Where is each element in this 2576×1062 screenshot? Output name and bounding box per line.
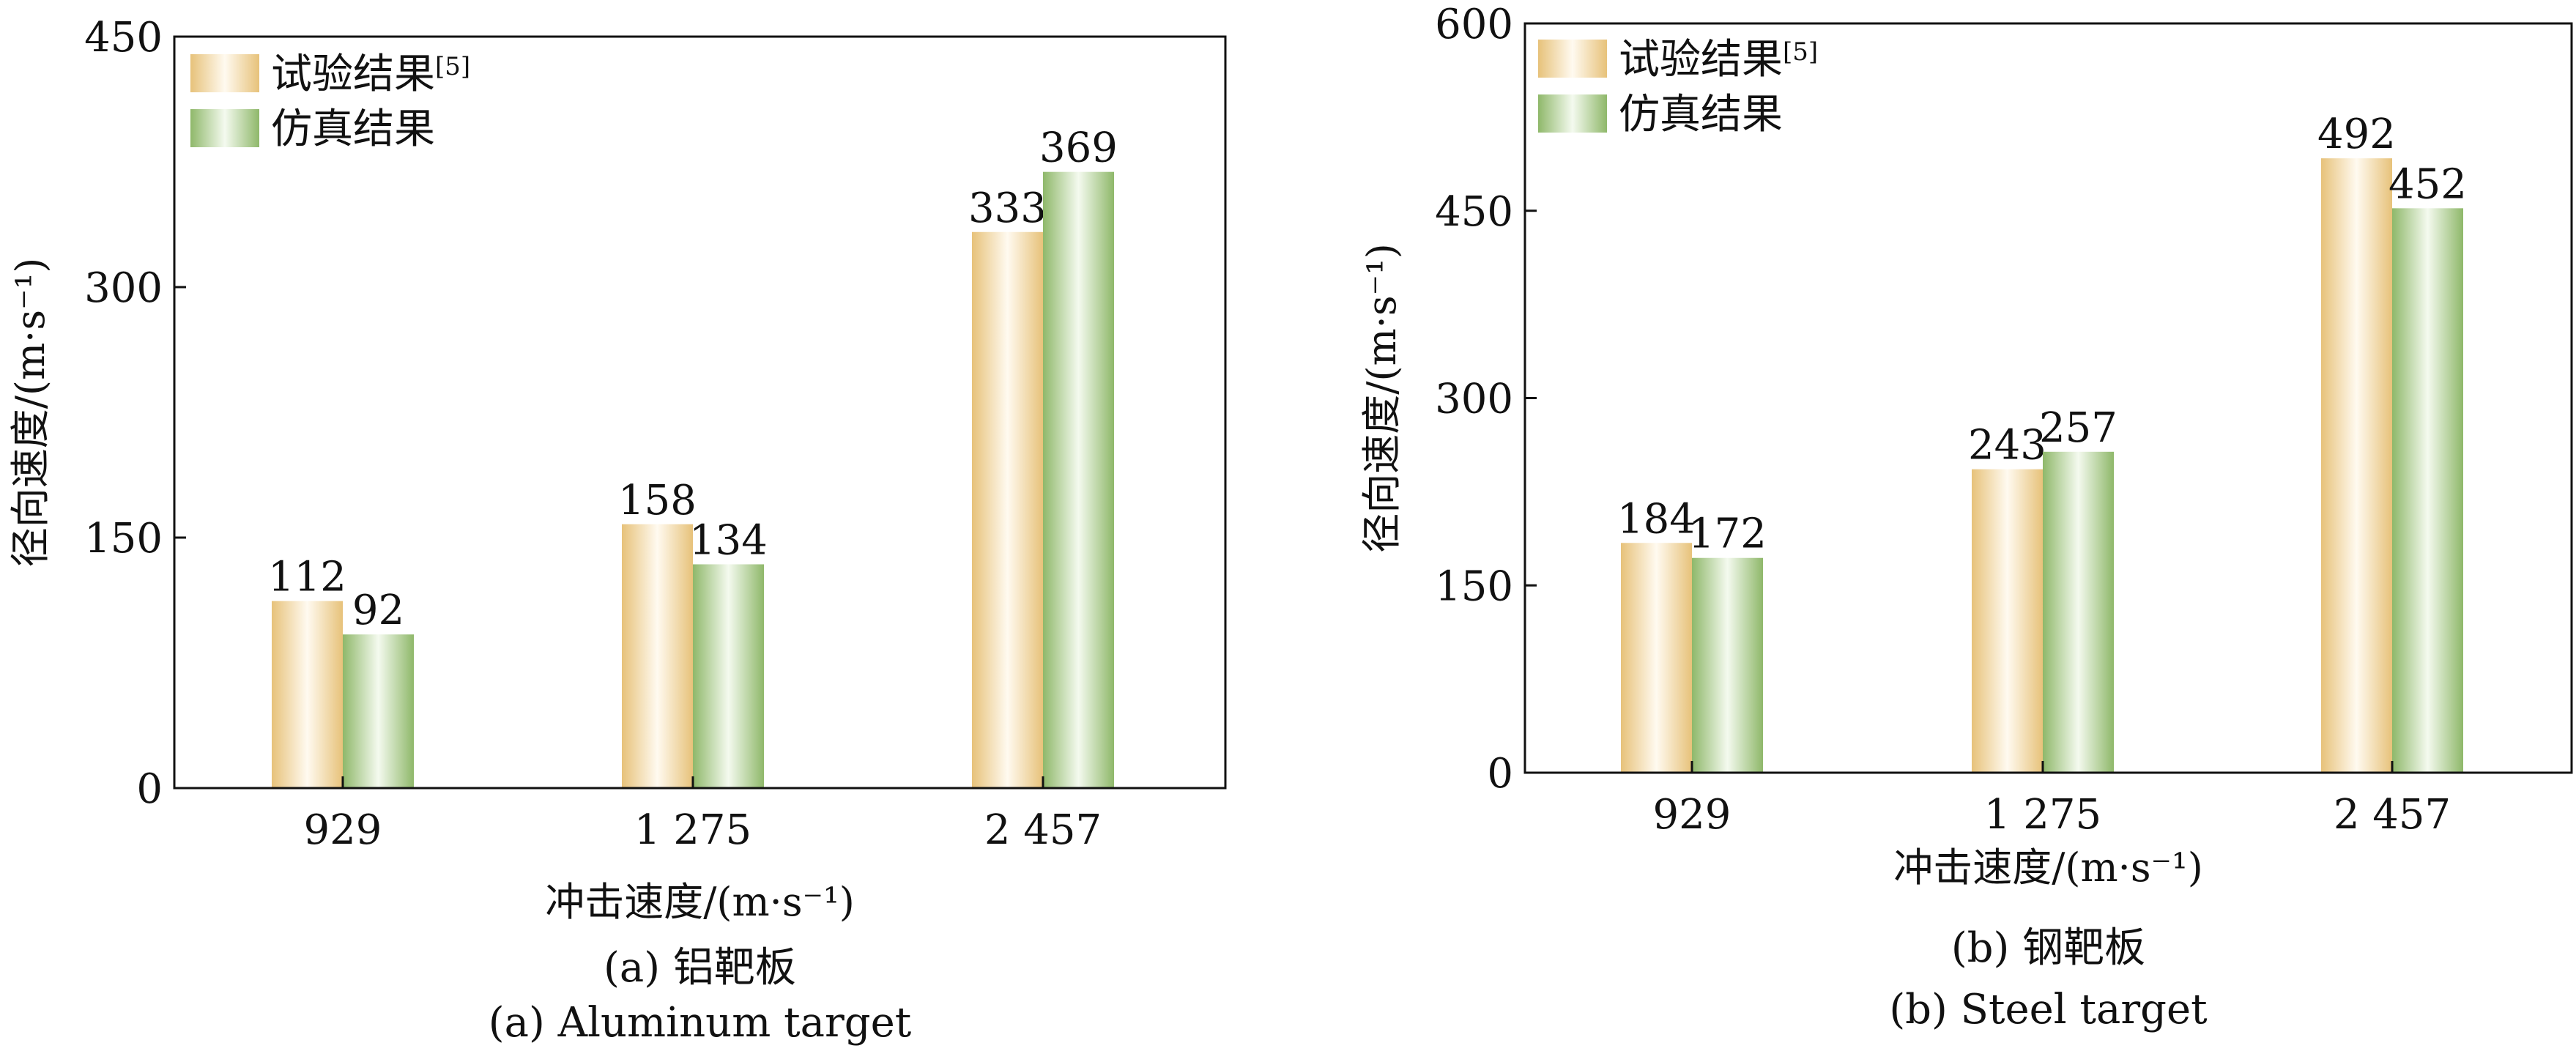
data-label-simulation-2: 452 xyxy=(2388,160,2467,208)
bar-simulation-1 xyxy=(2043,451,2114,773)
legend-swatch-simulation xyxy=(190,109,259,147)
legend-label-experiment: 试验结果[5] xyxy=(271,51,470,98)
y-axis-title: 径向速度/(m·s⁻¹) xyxy=(7,258,53,568)
legend-swatch-experiment xyxy=(1538,40,1607,78)
data-label-experiment-0: 112 xyxy=(268,554,346,601)
bar-simulation-0 xyxy=(1692,557,1763,773)
y-tick-label: 300 xyxy=(1435,376,1513,423)
y-tick-label: 0 xyxy=(1487,750,1513,798)
y-tick-label: 600 xyxy=(1435,1,1513,48)
chart-panel-aluminum: 112 158 333 92 134 369 0 150 300 450 929 1 275 2 457… xyxy=(7,14,1227,1047)
data-label-experiment-2: 492 xyxy=(2317,111,2396,158)
bar-simulation-1 xyxy=(693,564,764,788)
y-tick-label: 0 xyxy=(136,765,163,813)
y-tick-label: 450 xyxy=(1435,188,1513,236)
legend-label-simulation: 仿真结果 xyxy=(1619,91,1783,138)
chart-panel-steel: 184 243 492 172 257 452 0 150 300 450 600 929 1 275 2… xyxy=(1359,1,2573,1033)
bar-experiment-0 xyxy=(1621,543,1692,773)
legend-label-text: 仿真结果 xyxy=(1619,91,1783,138)
bar-experiment-1 xyxy=(1972,469,2043,773)
x-tick-label: 2 457 xyxy=(984,806,1102,854)
legend-swatch-simulation xyxy=(1538,94,1607,133)
legend-label-simulation: 仿真结果 xyxy=(271,105,435,153)
x-tick-label: 929 xyxy=(1653,791,1731,839)
x-axis-title: 冲击速度/(m·s⁻¹) xyxy=(545,879,855,925)
bar-experiment-2 xyxy=(2321,158,2392,773)
bar-simulation-2 xyxy=(2392,208,2463,773)
legend-label-experiment: 试验结果[5] xyxy=(1619,36,1818,83)
data-label-simulation-1: 134 xyxy=(689,516,768,564)
y-tick-label: 450 xyxy=(84,14,163,62)
plot-frame xyxy=(173,35,1227,790)
data-label-simulation-0: 92 xyxy=(352,587,404,634)
x-tick-label: 1 275 xyxy=(1984,791,2101,839)
legend-reference-superscript: [5] xyxy=(1783,37,1818,67)
bar-experiment-2 xyxy=(972,231,1043,788)
bar-experiment-1 xyxy=(622,524,693,788)
bar-simulation-0 xyxy=(343,634,414,788)
legend-label-text: 仿真结果 xyxy=(271,105,435,153)
x-tick-label: 2 457 xyxy=(2334,791,2451,839)
data-label-experiment-0: 184 xyxy=(1617,495,1696,543)
data-label-simulation-1: 257 xyxy=(2039,404,2117,452)
y-tick-label: 150 xyxy=(1435,562,1513,610)
caption-english: (a) Aluminum target xyxy=(489,999,912,1047)
x-axis-title: 冲击速度/(m·s⁻¹) xyxy=(1893,844,2203,891)
bar-simulation-2 xyxy=(1043,171,1114,788)
legend-reference-superscript: [5] xyxy=(435,52,470,81)
y-axis-title: 径向速度/(m·s⁻¹) xyxy=(1359,243,1405,553)
legend-label-text: 试验结果 xyxy=(1619,36,1783,83)
y-tick-label: 300 xyxy=(84,264,163,312)
data-label-experiment-1: 158 xyxy=(618,477,697,524)
caption-chinese: (a) 铝靶板 xyxy=(604,944,796,992)
legend-swatch-experiment xyxy=(190,54,259,92)
data-label-experiment-1: 243 xyxy=(1968,422,2046,469)
data-label-simulation-0: 172 xyxy=(1688,510,1767,558)
x-tick-label: 1 275 xyxy=(634,806,751,854)
caption-english: (b) Steel target xyxy=(1889,986,2208,1033)
y-tick-label: 150 xyxy=(84,515,163,562)
legend-label-text: 试验结果 xyxy=(271,51,435,98)
data-label-experiment-2: 333 xyxy=(968,185,1047,232)
bar-experiment-0 xyxy=(272,601,343,788)
x-tick-label: 929 xyxy=(304,806,382,854)
caption-chinese: (b) 钢靶板 xyxy=(1951,924,2145,972)
data-label-simulation-2: 369 xyxy=(1039,125,1118,172)
